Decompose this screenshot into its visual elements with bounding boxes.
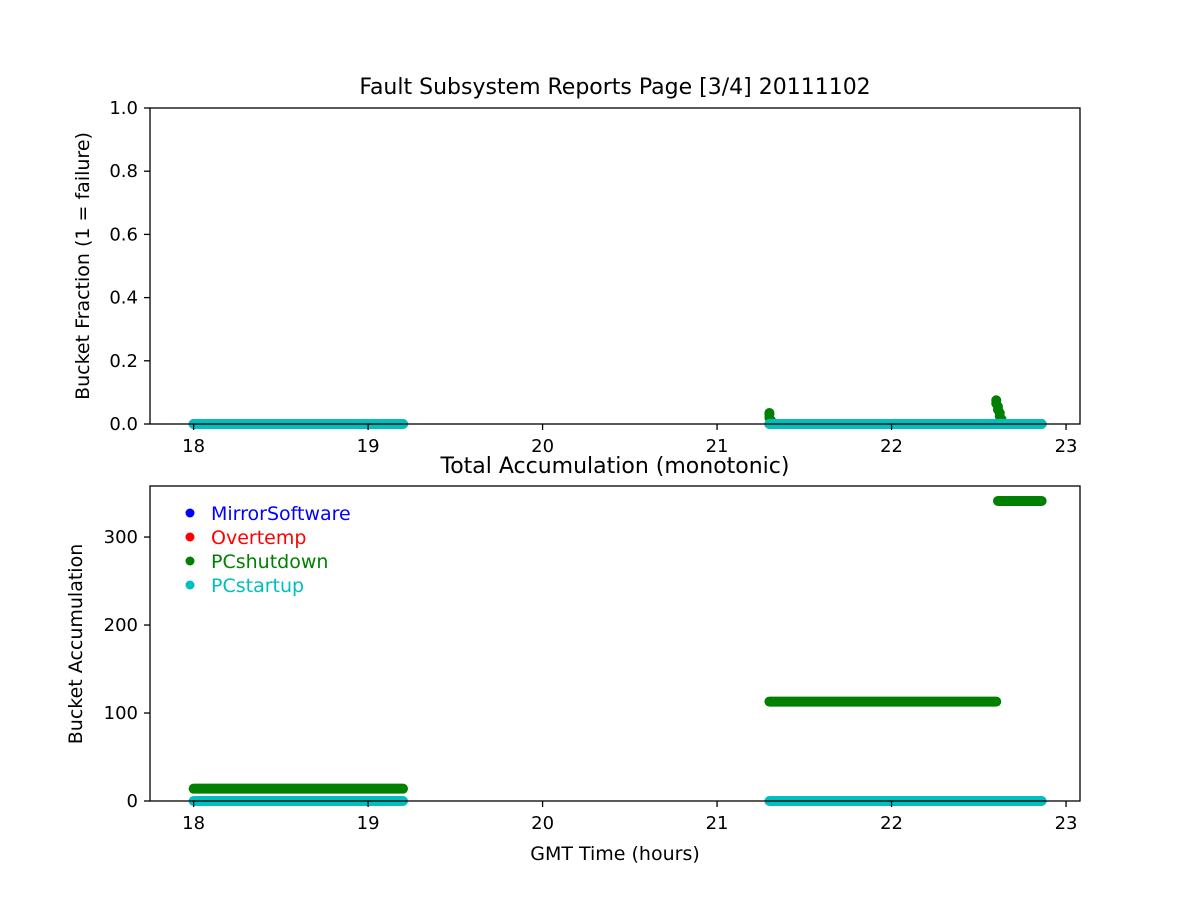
bottom-chart-frame — [149, 485, 1081, 802]
legend-marker — [185, 580, 195, 590]
bottom-xtick-label: 21 — [706, 813, 729, 834]
bottom-ytick-label: 300 — [104, 527, 138, 548]
bottom-chart-xlabel: GMT Time (hours) — [530, 843, 700, 865]
legend-label: Overtemp — [211, 527, 306, 549]
bottom-ytick-label: 0 — [127, 791, 138, 812]
top-ytick-label: 1.0 — [109, 98, 138, 119]
bottom-xtick-label: 20 — [531, 813, 554, 834]
bottom-chart-yticks: 0 100 200 300 — [104, 527, 150, 812]
bottom-chart: Total Accumulation (monotonic) 18 19 20 21 2… — [65, 454, 1081, 865]
top-xtick-label: 21 — [706, 436, 729, 457]
bottom-chart-xticks: 18 19 20 21 22 23 — [182, 801, 1077, 834]
bottom-xtick-label: 18 — [182, 813, 205, 834]
top-ytick-label: 0.2 — [109, 351, 138, 372]
legend-label: MirrorSoftware — [211, 503, 351, 525]
top-ytick-label: 0.8 — [109, 161, 138, 182]
legend-label: PCshutdown — [211, 551, 328, 573]
bottom-xtick-label: 23 — [1055, 813, 1078, 834]
bottom-chart-legend: MirrorSoftwareOvertempPCshutdownPCstartu… — [185, 503, 351, 597]
top-xtick-label: 19 — [357, 436, 380, 457]
bottom-ytick-label: 100 — [104, 703, 138, 724]
top-xtick-label: 20 — [531, 436, 554, 457]
bottom-chart-title: Total Accumulation (monotonic) — [440, 454, 790, 479]
top-chart-title: Fault Subsystem Reports Page [3/4] 20111… — [359, 75, 870, 100]
top-chart: Fault Subsystem Reports Page [3/4] 20111… — [72, 75, 1081, 457]
legend-marker — [185, 508, 195, 518]
top-ytick-label: 0.0 — [109, 414, 138, 435]
top-chart-xticks: 18 19 20 21 22 23 — [182, 424, 1077, 457]
bottom-xtick-label: 19 — [357, 813, 380, 834]
legend-marker — [185, 532, 195, 542]
top-chart-yticks: 0.0 0.2 0.4 0.6 0.8 1.0 — [109, 98, 150, 435]
legend-label: PCstartup — [211, 575, 304, 597]
bottom-ytick-label: 200 — [104, 615, 138, 636]
bottom-chart-ylabel: Bucket Accumulation — [65, 544, 87, 745]
bottom-xtick-label: 22 — [880, 813, 903, 834]
top-chart-ylabel: Bucket Fraction (1 = failure) — [72, 132, 94, 400]
top-xtick-label: 23 — [1055, 436, 1078, 457]
legend-marker — [185, 556, 195, 566]
top-xtick-label: 18 — [182, 436, 205, 457]
top-ytick-label: 0.6 — [109, 224, 138, 245]
top-xtick-label: 22 — [880, 436, 903, 457]
top-chart-frame — [149, 107, 1081, 425]
top-ytick-label: 0.4 — [109, 288, 138, 309]
